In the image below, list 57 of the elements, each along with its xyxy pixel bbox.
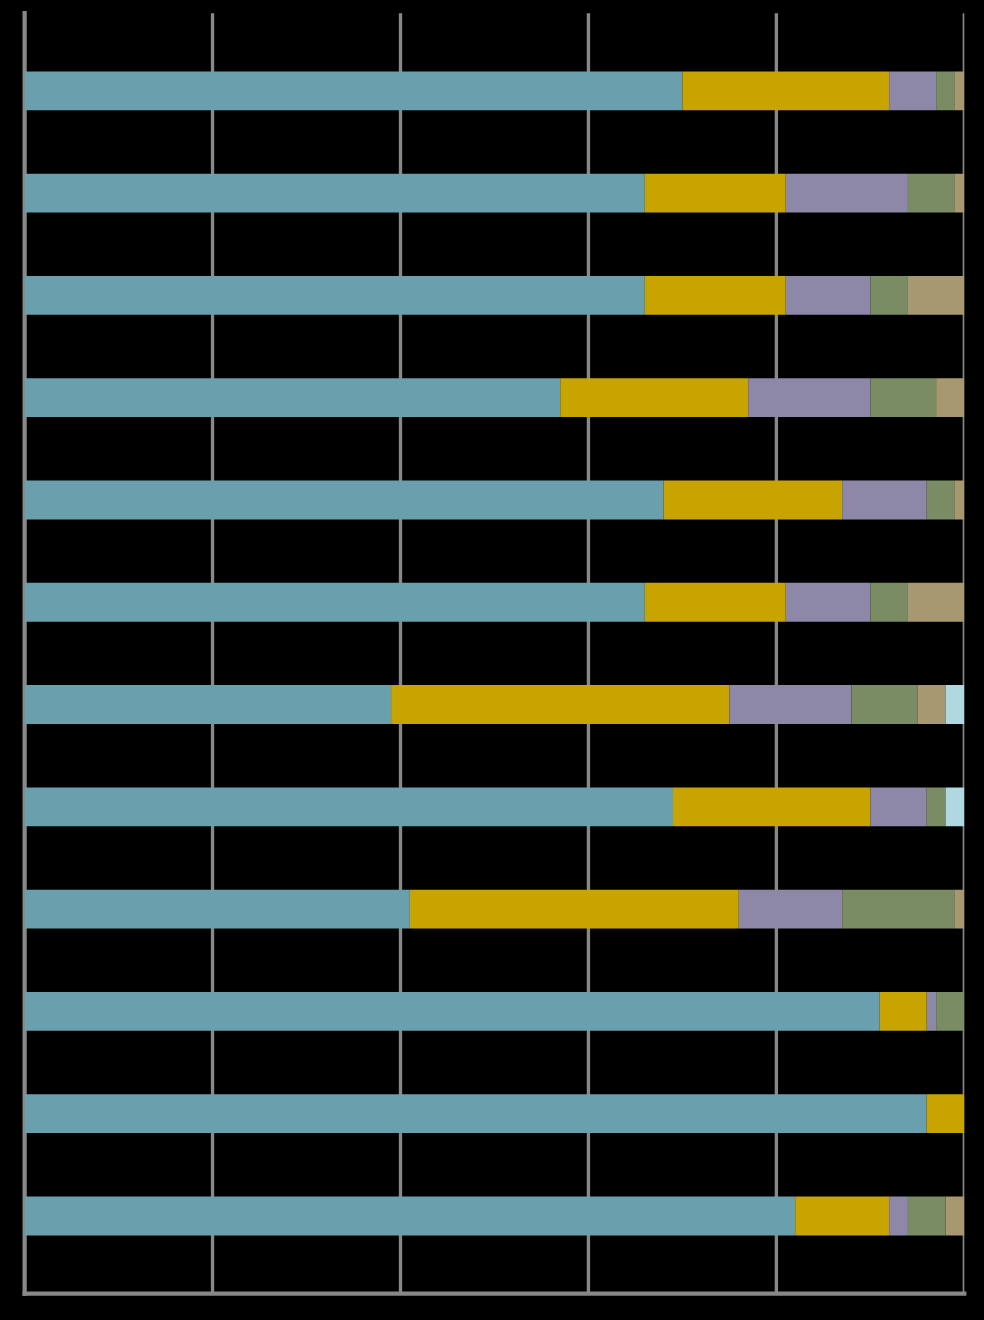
bar — [560, 378, 749, 418]
bar — [954, 71, 965, 111]
bar — [24, 889, 410, 929]
bar — [870, 275, 908, 315]
bar — [954, 889, 965, 929]
bar — [24, 480, 664, 520]
bar — [945, 787, 965, 827]
bar — [24, 275, 645, 315]
bar — [954, 173, 965, 213]
bar — [738, 889, 843, 929]
bar — [673, 787, 871, 827]
bar — [936, 991, 965, 1031]
bar — [870, 378, 937, 418]
bar — [889, 1196, 908, 1236]
bar — [907, 582, 965, 622]
bar — [907, 1196, 946, 1236]
bar — [926, 787, 946, 827]
bar — [785, 582, 871, 622]
bar — [682, 71, 890, 111]
bar — [785, 173, 908, 213]
bar — [24, 582, 645, 622]
bar — [644, 582, 786, 622]
bar — [24, 991, 880, 1031]
bar — [926, 1094, 965, 1134]
bar — [644, 275, 786, 315]
bar — [644, 173, 786, 213]
bar — [954, 480, 965, 520]
bar — [907, 173, 955, 213]
bar — [936, 378, 965, 418]
bar — [889, 71, 937, 111]
bar — [870, 582, 908, 622]
bar — [24, 787, 674, 827]
bar — [24, 1094, 927, 1134]
bar — [24, 71, 683, 111]
bar — [926, 480, 955, 520]
bar — [795, 1196, 890, 1236]
bar — [748, 378, 871, 418]
bar — [851, 685, 918, 724]
bar — [936, 71, 955, 111]
bar — [409, 889, 739, 929]
bar — [24, 685, 392, 724]
bar — [907, 275, 965, 315]
bar — [917, 685, 946, 724]
bar — [842, 889, 955, 929]
bar — [945, 685, 965, 724]
bar — [391, 685, 730, 724]
bar — [24, 173, 645, 213]
bar — [926, 991, 937, 1031]
bar — [785, 275, 871, 315]
bar — [663, 480, 843, 520]
bar — [870, 787, 927, 827]
bar — [24, 1196, 796, 1236]
bar — [945, 1196, 965, 1236]
bar — [879, 991, 927, 1031]
bar — [842, 480, 927, 520]
bar — [729, 685, 852, 724]
bar — [24, 378, 561, 418]
